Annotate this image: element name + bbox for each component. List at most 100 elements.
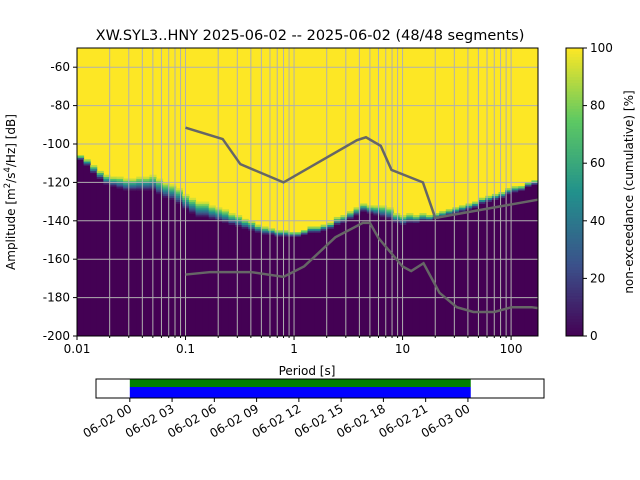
colorbar-segment (566, 82, 583, 86)
heatmap-cell (452, 207, 460, 210)
heatmap-cell (254, 230, 262, 233)
colorbar-segment (566, 197, 583, 202)
curve-nlnm (185, 221, 539, 314)
heatmap-cell (208, 207, 216, 210)
heatmap-cell (452, 211, 460, 214)
heatmap-cell (221, 213, 229, 216)
heatmap-cell (320, 230, 328, 336)
colorbar-segment (566, 235, 583, 239)
y-tick-label: -80 (50, 99, 70, 113)
heatmap-cell (458, 211, 467, 336)
colorbar-segment (566, 76, 583, 81)
heatmap-cell (136, 190, 144, 336)
heatmap-cell (142, 176, 150, 179)
heatmap-cell (156, 184, 164, 187)
heatmap-cell (123, 186, 131, 189)
heatmap-cell (169, 199, 177, 336)
heatmap-cell (116, 188, 124, 336)
heatmap-cell (215, 209, 223, 212)
heatmap-cell (254, 228, 262, 231)
colorbar-segment (566, 298, 583, 302)
heatmap-cell (458, 209, 467, 212)
heatmap-cell (327, 224, 335, 227)
heatmap-cell (386, 218, 394, 336)
heatmap-cell (208, 211, 216, 214)
heatmap-cell (386, 211, 394, 214)
heatmap-cell (208, 216, 216, 220)
colorbar-segment (566, 330, 583, 334)
colorbar-segment (566, 278, 583, 282)
heatmap-cell (300, 230, 308, 233)
heatmap-cell (347, 213, 355, 216)
colorbar-segment (566, 284, 583, 288)
colorbar-segment (566, 318, 583, 322)
colorbar-segment (566, 200, 583, 204)
heatmap-cell (129, 190, 137, 336)
heatmap-cell (511, 186, 519, 189)
heatmap-cell (169, 186, 177, 189)
colorbar-segment (566, 180, 583, 184)
colorbar-segment (566, 192, 583, 196)
colorbar-segment (566, 120, 583, 124)
heatmap-cell (419, 218, 427, 222)
heatmap-cell (195, 215, 203, 218)
colorbar-segment (566, 333, 583, 337)
heatmap-cell (90, 167, 98, 170)
colorbar-segment (566, 281, 583, 285)
heatmap-cell (478, 197, 486, 200)
y-tick-label: -160 (43, 252, 70, 266)
heatmap-cell (373, 215, 381, 336)
heatmap-cell (248, 230, 256, 336)
heatmap-cell (221, 220, 229, 224)
colorbar-segment (566, 321, 583, 325)
colorbar-segment (566, 264, 583, 268)
x-tick-label: 10 (395, 342, 410, 356)
heatmap-cell (142, 182, 150, 185)
y-tick-label: -60 (50, 60, 70, 74)
heatmap-cell (202, 209, 210, 212)
heatmap-cell (353, 213, 361, 216)
x-tick-label: 1 (290, 342, 298, 356)
heatmap-cell (294, 236, 302, 336)
heatmap-cell (202, 207, 210, 210)
heatmap-cell (142, 180, 150, 183)
heatmap-cell (353, 209, 361, 212)
heatmap-cell (491, 197, 499, 200)
colorbar-segment (566, 189, 583, 193)
heatmap-cell (439, 216, 447, 336)
heatmap-cell (412, 218, 420, 222)
heatmap-cell (458, 205, 467, 208)
colorbar-segment (566, 125, 583, 130)
heatmap-cell (353, 207, 361, 210)
heatmap-cell (103, 174, 111, 177)
heatmap-cell (379, 215, 388, 218)
heatmap-cell (327, 228, 335, 336)
colorbar-segment (566, 48, 583, 52)
heatmap-cell (347, 215, 355, 218)
heatmap-cell (208, 205, 216, 208)
grid (76, 48, 538, 337)
heatmap-cell (241, 220, 249, 224)
colorbar-tick-label: 100 (590, 41, 613, 55)
y-tick-label: -200 (43, 329, 70, 343)
colorbar-segment (566, 102, 583, 106)
heatmap-cell (426, 216, 434, 220)
heatmap-cell (386, 215, 394, 218)
heatmap-cell (123, 190, 131, 336)
heatmap-cell (531, 180, 539, 183)
heatmap-cell (221, 218, 229, 222)
heatmap-cell (235, 222, 243, 225)
colorbar-segment (566, 186, 583, 190)
chart-title: XW.SYL3..HNY 2025-06-02 -- 2025-06-02 (4… (96, 28, 525, 44)
heatmap-cell (439, 211, 447, 214)
colorbar-segment (566, 105, 583, 109)
heatmap-cell (129, 188, 137, 191)
heatmap-cell (202, 205, 210, 208)
heatmap-cell (188, 201, 197, 204)
heatmap-cell (116, 182, 124, 185)
colorbar-segment (566, 304, 583, 308)
heatmap-cell (103, 182, 111, 185)
heatmap-cell (202, 203, 210, 206)
heatmap-cell (340, 220, 348, 224)
